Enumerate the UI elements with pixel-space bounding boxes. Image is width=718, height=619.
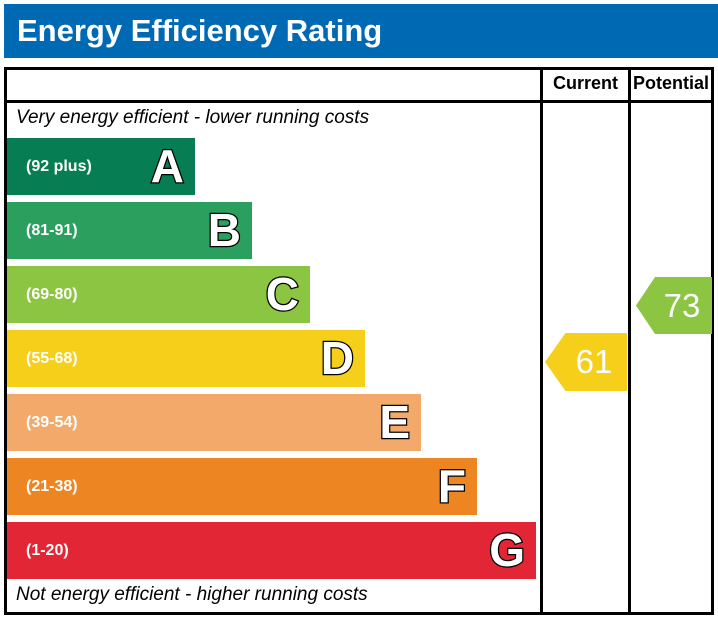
band-d-letter: D [320, 331, 356, 386]
column-divider-current [540, 67, 543, 615]
caption-very-efficient: Very energy efficient - lower running co… [16, 107, 370, 128]
current-rating-arrow: 61 [545, 333, 627, 391]
band-b-range: (81-91) [26, 221, 78, 239]
page-title: Energy Efficiency Rating [17, 13, 383, 48]
band-b-letter: B [207, 203, 243, 258]
column-header-potential: Potential [632, 73, 709, 93]
title-bar: Energy Efficiency Rating [4, 4, 718, 58]
band-d: (55-68) D [7, 330, 365, 387]
potential-rating-arrow: 73 [636, 277, 712, 334]
band-e: (39-54) E [7, 394, 421, 451]
header-underline [4, 100, 714, 103]
band-g-letter: G [488, 523, 526, 578]
band-a: (92 plus) A [7, 138, 195, 195]
caption-not-efficient: Not energy efficient - higher running co… [16, 584, 368, 605]
band-f-range: (21-38) [26, 477, 78, 495]
column-divider-potential [628, 67, 631, 615]
band-b: (81-91) B [7, 202, 252, 259]
band-c: (69-80) C [7, 266, 310, 323]
band-e-letter: E [378, 395, 411, 450]
current-rating-value: 61 [575, 343, 613, 380]
band-g: (1-20) G [7, 522, 536, 579]
column-header-current: Current [552, 73, 618, 93]
band-g-range: (1-20) [26, 541, 69, 559]
band-f-letter: F [437, 459, 468, 514]
band-d-range: (55-68) [26, 349, 78, 367]
band-c-letter: C [265, 267, 301, 322]
band-a-range: (92 plus) [26, 157, 92, 175]
band-e-range: (39-54) [26, 413, 78, 431]
band-c-range: (69-80) [26, 285, 78, 303]
band-f: (21-38) F [7, 458, 477, 515]
potential-rating-value: 73 [663, 286, 701, 324]
band-a-letter: A [150, 139, 186, 194]
